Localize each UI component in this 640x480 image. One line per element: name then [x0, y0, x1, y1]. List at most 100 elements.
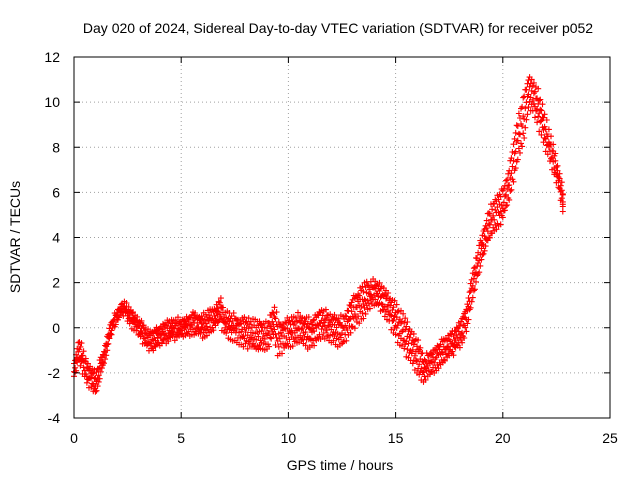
data-point-marker — [503, 202, 509, 209]
y-tick-label: 6 — [52, 184, 60, 200]
data-point-marker — [456, 323, 463, 330]
data-point-marker — [104, 341, 111, 348]
data-point-marker — [555, 174, 562, 181]
data-point-marker — [549, 147, 556, 154]
data-point-marker — [497, 208, 504, 215]
data-point-marker — [318, 326, 325, 333]
data-point-marker — [366, 305, 373, 312]
data-point-marker — [401, 345, 408, 352]
data-point-marker — [411, 352, 418, 359]
data-point-marker — [523, 99, 530, 106]
data-point-marker — [351, 325, 358, 332]
data-point-marker — [468, 298, 475, 305]
data-point-marker — [99, 359, 106, 366]
data-point-marker — [506, 196, 513, 203]
data-point-marker — [503, 191, 509, 198]
data-point-marker — [512, 129, 519, 136]
data-point-marker — [272, 342, 279, 348]
data-point-marker — [385, 290, 392, 296]
data-point-marker — [417, 344, 424, 351]
data-point-marker — [343, 324, 350, 331]
data-point-marker — [470, 265, 477, 272]
data-point-marker — [198, 313, 205, 320]
data-point-marker — [387, 302, 394, 309]
data-point-marker — [519, 103, 526, 110]
data-point-marker — [528, 76, 535, 83]
data-point-marker — [343, 313, 350, 320]
data-point-marker — [178, 327, 185, 334]
data-point-marker — [406, 334, 413, 341]
data-point-marker — [90, 370, 97, 377]
y-tick-label: 8 — [52, 139, 60, 155]
data-point-marker — [390, 317, 397, 324]
data-point-marker — [464, 320, 471, 327]
data-point-marker — [511, 135, 518, 142]
data-point-marker — [424, 362, 431, 369]
data-point-marker — [446, 336, 453, 343]
data-point-marker — [240, 343, 247, 350]
y-axis-label: SDTVAR / TECUs — [7, 181, 23, 293]
data-point-marker — [273, 309, 280, 316]
data-point-marker — [79, 352, 86, 359]
data-point-marker — [326, 323, 333, 330]
data-point-marker — [140, 322, 147, 329]
data-point-marker — [356, 292, 363, 299]
x-tick-label: 5 — [177, 430, 185, 446]
data-point-marker — [89, 371, 96, 377]
data-point-marker — [95, 365, 102, 372]
data-point-marker — [429, 351, 435, 358]
data-point-marker — [96, 375, 103, 382]
data-point-marker — [517, 115, 523, 121]
data-point-marker — [150, 347, 157, 354]
y-tick-label: 10 — [44, 94, 60, 110]
x-tick-label: 0 — [70, 430, 78, 446]
data-point-marker — [253, 336, 260, 343]
data-point-marker — [103, 352, 110, 359]
x-tick-label: 25 — [602, 430, 618, 446]
data-point-marker — [82, 355, 89, 362]
data-point-marker — [539, 101, 546, 108]
data-point-marker — [548, 133, 554, 140]
y-tick-label: 4 — [52, 230, 60, 246]
data-point-marker — [101, 360, 107, 367]
data-point-marker — [518, 140, 524, 147]
data-point-marker — [535, 113, 542, 120]
data-point-marker — [77, 343, 84, 350]
data-point-marker — [292, 314, 299, 321]
data-point-marker — [519, 143, 526, 150]
data-point-marker — [78, 340, 85, 347]
data-point-marker — [286, 317, 293, 324]
data-point-marker — [364, 282, 371, 289]
data-point-marker — [550, 141, 557, 148]
data-point-marker — [504, 186, 511, 193]
data-point-marker — [98, 365, 105, 372]
data-point-marker — [512, 148, 519, 155]
data-point-marker — [240, 333, 247, 339]
data-point-marker — [347, 302, 354, 309]
data-point-marker — [459, 329, 466, 336]
data-point-marker — [194, 319, 201, 326]
data-point-marker — [267, 334, 274, 341]
data-point-marker — [215, 308, 222, 315]
data-point-marker — [479, 251, 486, 258]
data-point-marker — [520, 113, 527, 120]
data-point-marker — [372, 296, 379, 303]
data-point-marker — [362, 310, 369, 317]
data-point-marker — [245, 325, 252, 332]
data-point-marker — [336, 319, 343, 326]
data-point-marker — [515, 145, 522, 152]
data-point-marker — [305, 314, 312, 320]
data-point-marker — [271, 314, 278, 321]
data-point-marker — [140, 335, 147, 341]
data-point-marker — [302, 342, 309, 349]
data-point-marker — [316, 331, 323, 338]
data-point-marker — [517, 149, 523, 156]
data-point-marker — [310, 317, 317, 324]
data-point-marker — [418, 350, 425, 357]
data-point-marker — [216, 299, 223, 306]
data-point-marker — [359, 283, 366, 290]
data-point-marker — [77, 362, 84, 369]
y-tick-label: 2 — [52, 275, 60, 291]
data-point-marker — [283, 334, 290, 341]
